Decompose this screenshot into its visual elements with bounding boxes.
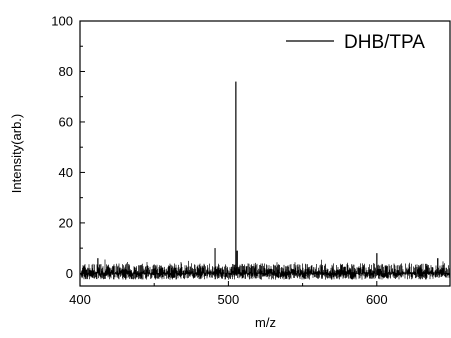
- legend-label: DHB/TPA: [344, 32, 425, 53]
- legend: DHB/TPA: [286, 32, 425, 53]
- plot-frame: [79, 20, 451, 287]
- y-axis: 0 20 40 60 80 100: [51, 14, 85, 281]
- y-axis-title: Intensity(arb.): [9, 114, 24, 193]
- y-tick-label: 60: [59, 114, 73, 129]
- x-tick-label: 400: [69, 292, 91, 307]
- y-tick-label: 20: [59, 215, 73, 230]
- y-tick-label: 100: [51, 14, 73, 29]
- y-tick-label: 0: [66, 266, 73, 281]
- y-tick-label: 80: [59, 64, 73, 79]
- y-tick-label: 40: [59, 165, 73, 180]
- x-axis-title: m/z: [255, 315, 276, 330]
- x-tick-label: 600: [366, 292, 388, 307]
- spectrum-series: [80, 81, 450, 280]
- x-axis: 400 500 600: [69, 281, 388, 307]
- x-tick-label: 500: [218, 292, 240, 307]
- spectrum-trace: [80, 81, 450, 280]
